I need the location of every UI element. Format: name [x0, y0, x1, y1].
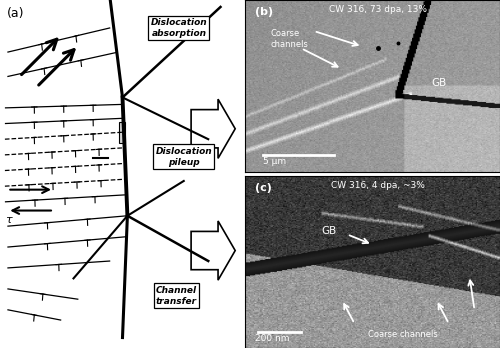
- Text: (c): (c): [255, 183, 272, 193]
- Text: Dislocation
absorption: Dislocation absorption: [150, 18, 207, 38]
- FancyArrow shape: [191, 221, 235, 280]
- Text: Coarse
channels: Coarse channels: [270, 29, 308, 49]
- Text: CW 316, 4 dpa, ~3%: CW 316, 4 dpa, ~3%: [330, 181, 424, 190]
- Text: (b): (b): [255, 7, 274, 17]
- Text: (a): (a): [8, 7, 25, 20]
- Text: 5 μm: 5 μm: [263, 157, 286, 166]
- Text: τ: τ: [5, 215, 12, 225]
- FancyArrow shape: [191, 99, 235, 158]
- Text: 200 nm: 200 nm: [255, 334, 290, 343]
- Text: Dislocation
pileup: Dislocation pileup: [156, 147, 212, 167]
- Text: GB: GB: [431, 78, 446, 88]
- Text: CW 316, 73 dpa, 13%: CW 316, 73 dpa, 13%: [328, 5, 426, 14]
- Text: Coarse channels: Coarse channels: [368, 330, 438, 339]
- Text: GB: GB: [322, 226, 337, 236]
- Text: Channel
transfer: Channel transfer: [156, 286, 197, 306]
- Bar: [119, 122, 125, 143]
